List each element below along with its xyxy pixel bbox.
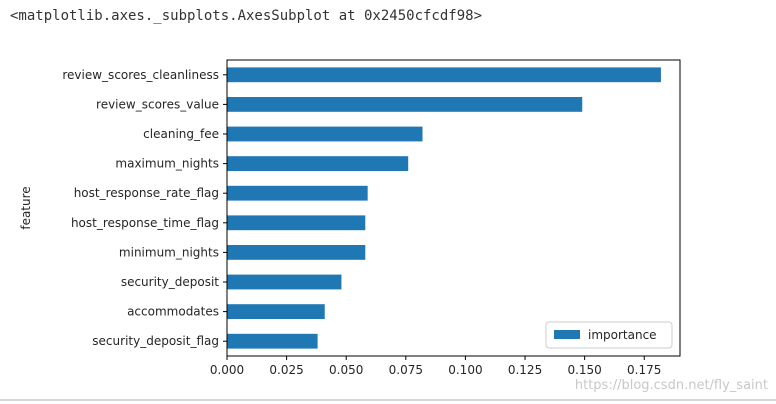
bar-cleaning-fee (227, 126, 423, 142)
bar-security-deposit (227, 274, 342, 290)
y-ticks-group: review_scores_cleanliness review_scores_v… (62, 68, 227, 348)
legend-swatch (554, 330, 580, 339)
y-tick-label: host_response_time_flag (71, 216, 219, 230)
x-ticks-group: 0.000 0.025 0.050 0.075 0.100 0.125 0.150 0.175 (210, 356, 661, 377)
bar-host-response-time-flag (227, 215, 366, 231)
x-tick-label: 0.175 (627, 363, 661, 377)
bottom-divider (0, 399, 776, 401)
bar-security-deposit-flag (227, 333, 318, 349)
watermark: https://blog.csdn.net/fly_saint (574, 378, 768, 393)
bar-minimum-nights (227, 245, 366, 260)
x-tick-label: 0.100 (448, 363, 482, 377)
bar-host-response-rate-flag (227, 185, 368, 201)
x-tick-label: 0.000 (210, 363, 244, 377)
x-tick-label: 0.050 (329, 363, 363, 377)
y-tick-label: cleaning_fee (143, 127, 219, 141)
axes-frame (226, 59, 681, 357)
legend-label: importance (588, 328, 657, 342)
x-tick-label: 0.075 (389, 363, 423, 377)
legend: importance (545, 321, 673, 349)
x-tick-label: 0.025 (269, 363, 303, 377)
bar-accommodates (227, 304, 325, 319)
y-axis-label: feature (19, 186, 33, 229)
bars-group (227, 67, 661, 349)
legend-box (545, 321, 673, 349)
bar-maximum-nights (227, 156, 409, 171)
y-tick-label: review_scores_cleanliness (62, 68, 219, 82)
bar-review-scores-cleanliness (227, 67, 661, 83)
y-tick-label: maximum_nights (115, 157, 219, 171)
y-tick-label: security_deposit_flag (92, 334, 219, 348)
y-tick-label: minimum_nights (119, 245, 219, 259)
y-tick-label: review_scores_value (96, 97, 219, 111)
y-tick-label: security_deposit (121, 275, 219, 289)
y-tick-label: host_response_rate_flag (74, 186, 219, 200)
x-tick-label: 0.150 (567, 363, 601, 377)
x-tick-label: 0.125 (508, 363, 542, 377)
y-tick-label: accommodates (127, 305, 219, 319)
bar-review-scores-value (227, 97, 583, 112)
output-repr: <matplotlib.axes._subplots.AxesSubplot a… (10, 8, 483, 24)
